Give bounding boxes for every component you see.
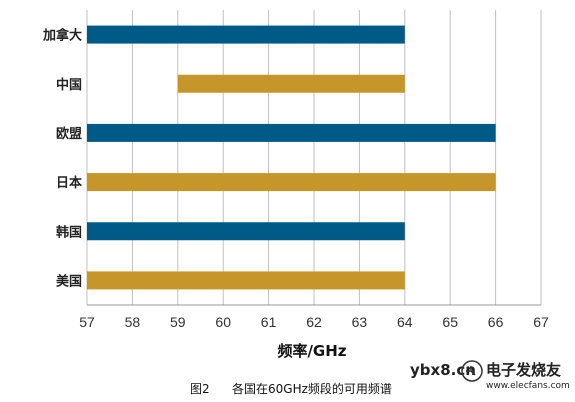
watermark-logo-icon [461,360,483,382]
grid-lines [86,10,542,306]
x-tick-label: 63 [352,314,368,330]
bar-5 [87,271,405,290]
category-label: 美国 [56,273,82,289]
category-label: 欧盟 [56,126,82,142]
x-tick-label: 58 [125,314,141,330]
category-label: 加拿大 [42,28,82,44]
x-tick-label: 62 [306,314,322,330]
bar-2 [87,123,496,142]
watermark-brand: 电子发烧友 [486,361,561,379]
x-axis-title: 频率/GHz [277,342,346,360]
x-tick-label: 64 [397,314,413,330]
caption-text: 各国在60GHz频段的可用频谱 [232,381,392,396]
x-tick-label: 67 [533,314,549,330]
bar-4 [87,222,405,241]
bar-1 [177,74,405,93]
x-tick-label: 60 [215,314,231,330]
x-tick-label: 61 [261,314,277,330]
x-tick-label: 57 [79,314,95,330]
category-label: 中国 [56,77,82,93]
caption-figure-number: 图2 [190,382,210,396]
x-tick-label: 65 [442,314,458,330]
x-tick-label: 66 [488,314,504,330]
category-label: 日本 [56,175,82,191]
bar-3 [87,173,496,192]
bar-0 [87,25,405,44]
category-label: 韩国 [56,224,82,240]
bars [87,25,496,290]
x-tick-labels: 57 58 59 60 61 62 63 64 65 66 67 [79,314,549,330]
watermark-site: ybx8.cn [410,361,476,379]
watermark-url: www.elecfans.com [486,381,570,391]
x-tick-label: 59 [170,314,186,330]
watermark: ybx8.cn 电子发烧友 www.elecfans.com [410,360,570,391]
